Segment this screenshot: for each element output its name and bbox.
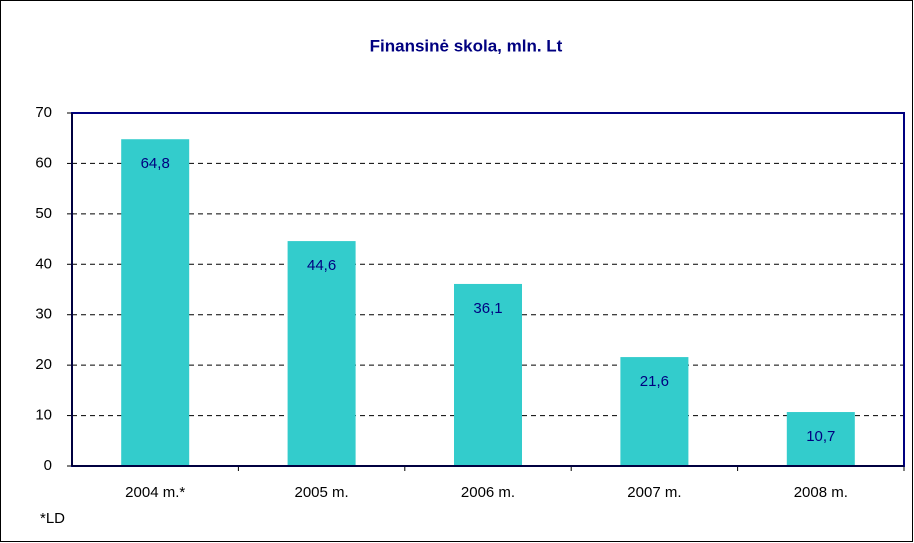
x-tick-label: 2004 m.*	[125, 484, 185, 501]
y-tick-label: 50	[35, 205, 52, 222]
y-tick-label: 70	[35, 104, 52, 121]
x-tick-label: 2007 m.	[627, 484, 681, 501]
y-tick-label: 20	[35, 356, 52, 373]
bar	[287, 241, 356, 466]
bar	[454, 283, 522, 466]
x-tick-label: 2008 m.	[794, 484, 848, 501]
y-tick-label: 10	[35, 407, 52, 424]
chart-title: Finansinė skola, mln. Lt	[370, 36, 563, 55]
x-tick-label: 2005 m.	[294, 484, 348, 501]
y-tick-label: 30	[35, 306, 52, 323]
bar	[786, 412, 855, 466]
data-label: 10,7	[806, 428, 835, 445]
data-label: 21,6	[640, 373, 669, 390]
annotation: *LD	[40, 510, 65, 527]
data-label: 44,6	[307, 257, 336, 274]
bar	[620, 357, 689, 466]
y-tick-label: 60	[35, 154, 52, 171]
x-tick-label: 2006 m.	[461, 484, 515, 501]
y-tick-label: 0	[44, 457, 52, 474]
data-label: 36,1	[473, 300, 502, 317]
y-tick-label: 40	[35, 255, 52, 272]
bar	[121, 139, 190, 467]
data-label: 64,8	[141, 155, 170, 172]
